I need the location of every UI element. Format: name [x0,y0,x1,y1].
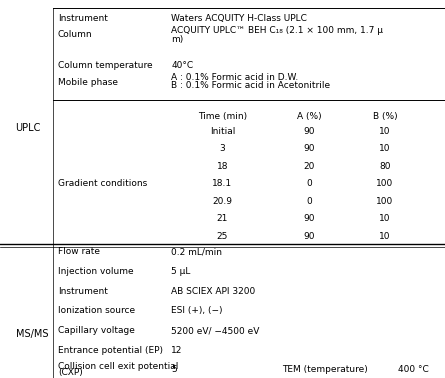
Text: 25: 25 [217,232,228,241]
Text: 5: 5 [171,366,177,375]
Text: A : 0.1% Formic acid in D.W.: A : 0.1% Formic acid in D.W. [171,73,299,82]
Text: ESI (+), (−): ESI (+), (−) [171,307,223,316]
Text: 0.2 mL/min: 0.2 mL/min [171,248,222,257]
Text: 90: 90 [303,232,315,241]
Text: 3: 3 [220,144,225,153]
Text: Flow rate: Flow rate [58,248,100,257]
Text: B : 0.1% Formic acid in Acetonitrile: B : 0.1% Formic acid in Acetonitrile [171,81,331,90]
Text: AB SCIEX API 3200: AB SCIEX API 3200 [171,287,255,296]
Text: 90: 90 [303,127,315,136]
Text: m): m) [171,34,184,43]
Text: 12: 12 [171,346,183,355]
Text: Injection volume: Injection volume [58,267,134,276]
Text: 10: 10 [379,144,391,153]
Text: 18: 18 [217,162,228,171]
Text: Instrument: Instrument [58,287,108,296]
Text: 80: 80 [379,162,391,171]
Text: 10: 10 [379,214,391,223]
Text: (CXP): (CXP) [58,369,83,378]
Text: 400 °C: 400 °C [398,366,429,375]
Text: Capillary voltage: Capillary voltage [58,326,135,335]
Text: A (%): A (%) [297,112,322,121]
Text: MS/MS: MS/MS [16,328,48,339]
Text: Waters ACQUITY H-Class UPLC: Waters ACQUITY H-Class UPLC [171,14,307,23]
Text: 20: 20 [303,162,315,171]
Text: 5 μL: 5 μL [171,267,191,276]
Text: UPLC: UPLC [16,123,41,133]
Text: 40°C: 40°C [171,61,194,70]
Text: Column: Column [58,30,93,39]
Text: Initial: Initial [210,127,235,136]
Text: 100: 100 [376,179,393,188]
Text: Mobile phase: Mobile phase [58,78,118,87]
Text: 10: 10 [379,127,391,136]
Text: Entrance potential (EP): Entrance potential (EP) [58,346,163,355]
Text: Column temperature: Column temperature [58,61,153,70]
Text: 0: 0 [307,179,312,188]
Text: 10: 10 [379,232,391,241]
Text: Collision cell exit potential: Collision cell exit potential [58,363,178,372]
Text: Instrument: Instrument [58,14,108,23]
Text: 21: 21 [217,214,228,223]
Text: TEM (temperature): TEM (temperature) [283,366,368,375]
Text: ACQUITY UPLC™ BEH C₁₈ (2.1 × 100 mm, 1.7 μ: ACQUITY UPLC™ BEH C₁₈ (2.1 × 100 mm, 1.7… [171,26,383,35]
Text: 90: 90 [303,144,315,153]
Text: Time (min): Time (min) [198,112,247,121]
Text: 18.1: 18.1 [212,179,233,188]
Text: 5200 eV/ −4500 eV: 5200 eV/ −4500 eV [171,326,260,335]
Text: 100: 100 [376,197,393,206]
Text: Ionization source: Ionization source [58,307,135,316]
Text: B (%): B (%) [372,112,397,121]
Text: 0: 0 [307,197,312,206]
Text: Gradient conditions: Gradient conditions [58,179,147,188]
Text: 90: 90 [303,214,315,223]
Text: 20.9: 20.9 [213,197,232,206]
